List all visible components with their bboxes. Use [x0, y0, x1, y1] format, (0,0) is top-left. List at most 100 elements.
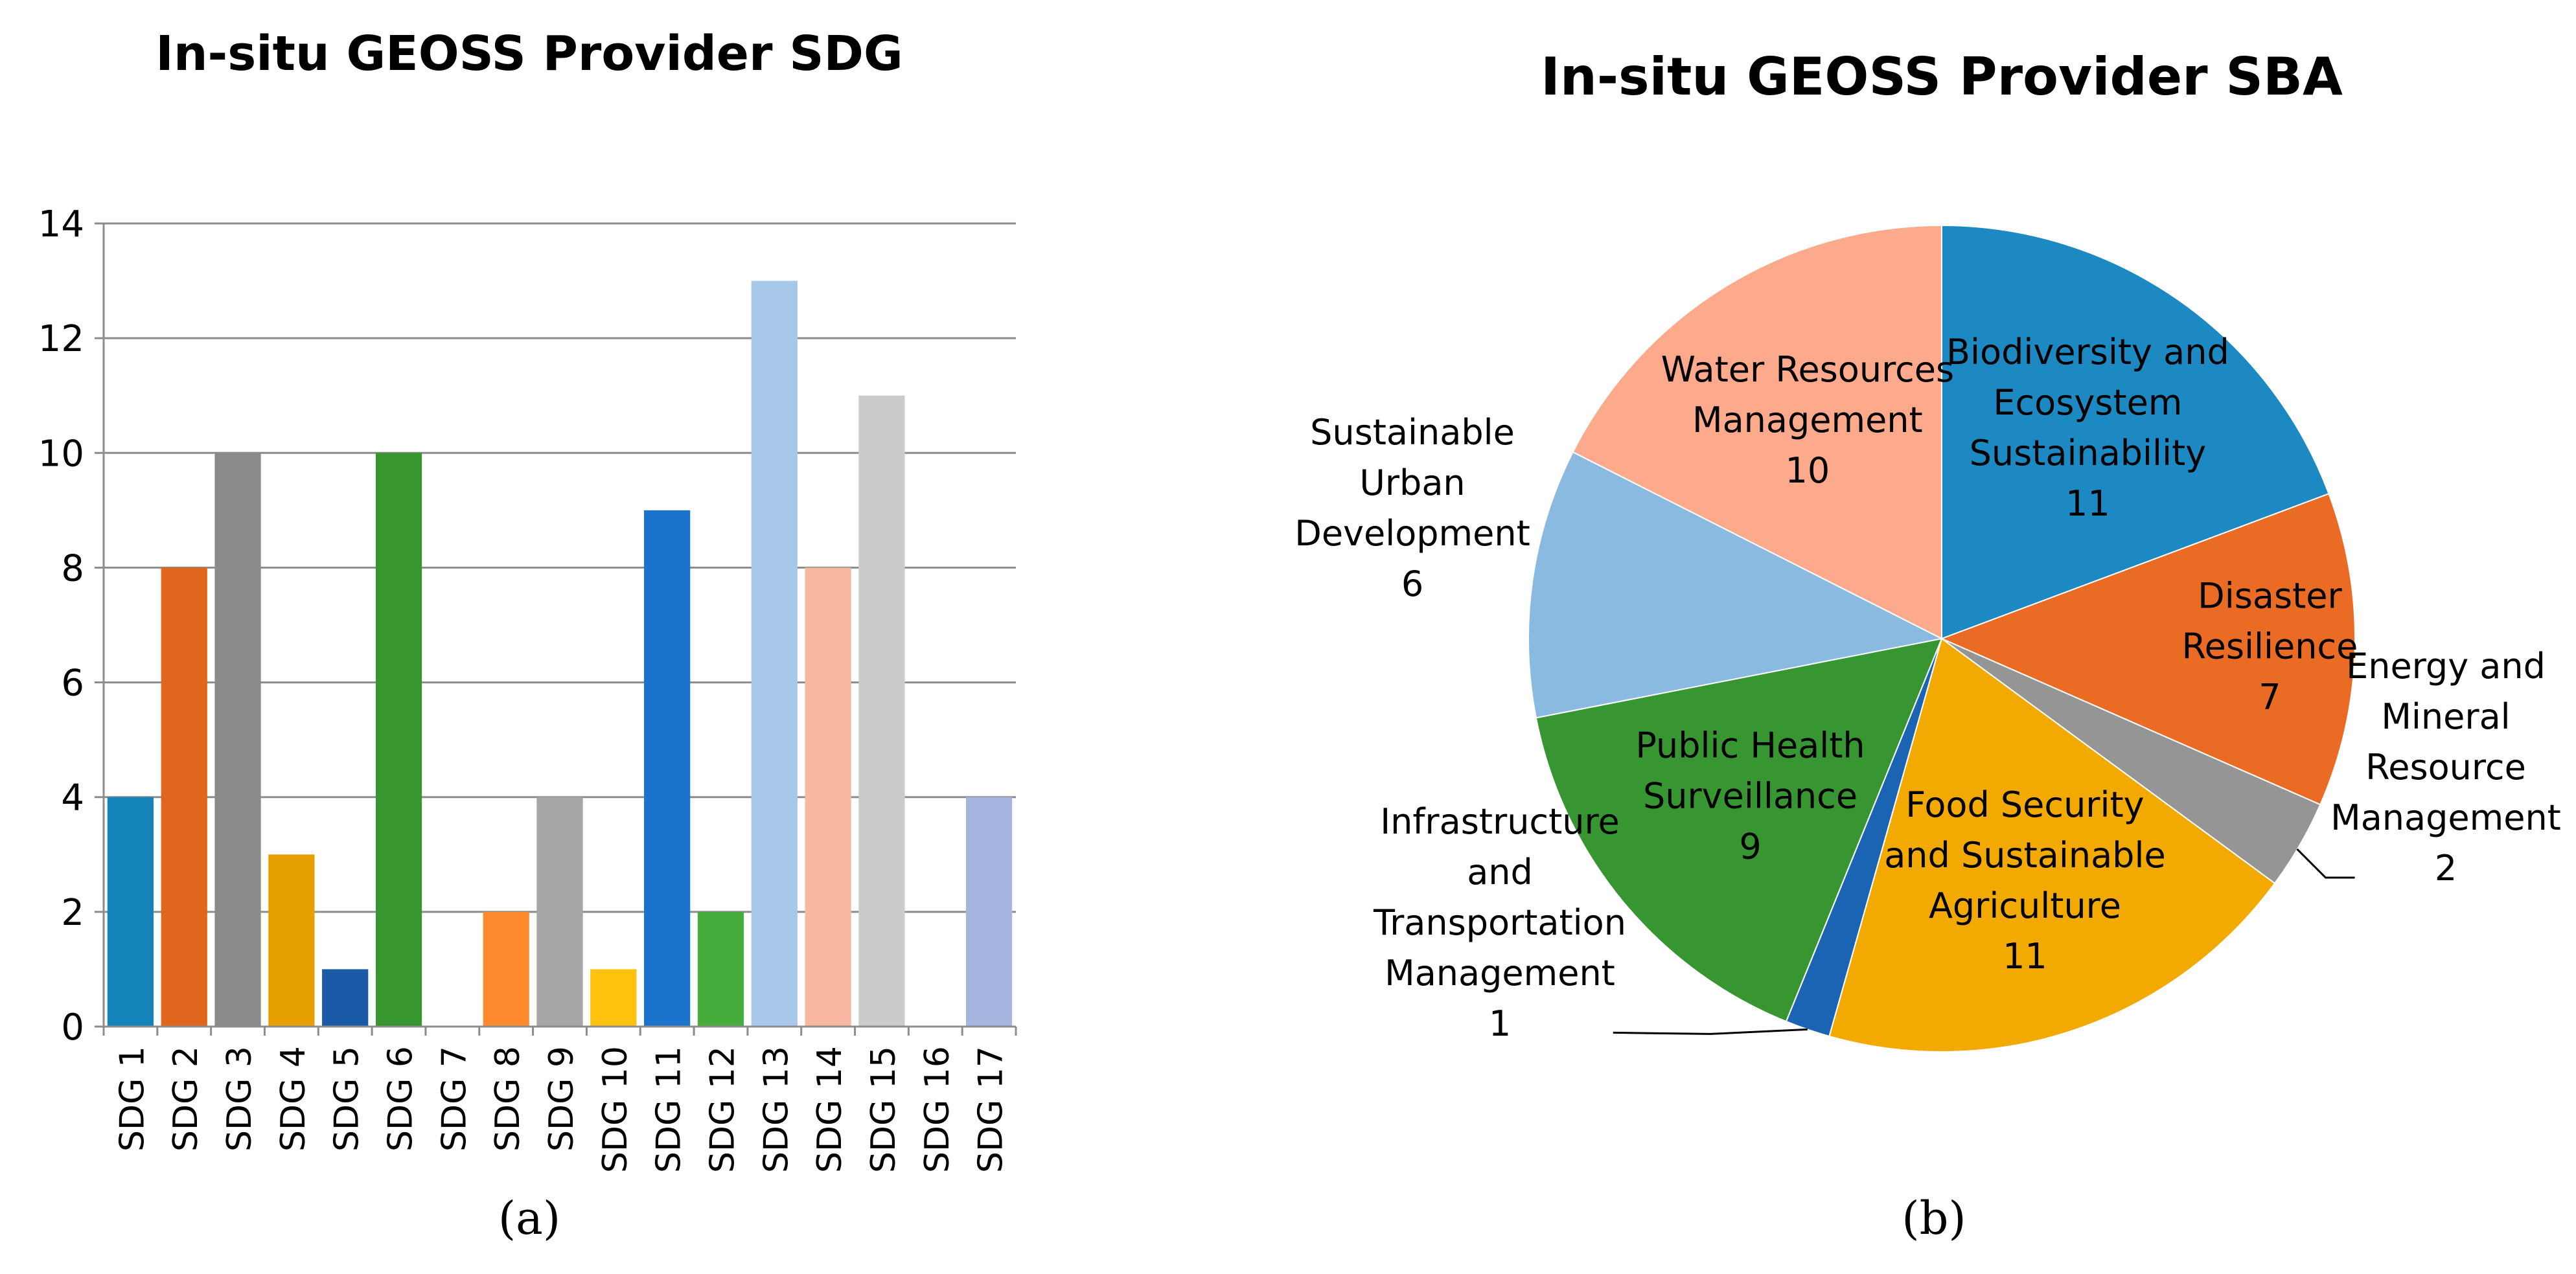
x-axis-tick-label: SDG 15 [864, 1046, 903, 1173]
pie-data-label-disaster-resilience: Disaster Resilience 7 [2182, 575, 2358, 717]
bar-sdg-17 [965, 797, 1013, 1027]
pie-slice-disaster-resilience [1940, 493, 2356, 806]
bar-sdg-15 [858, 395, 905, 1027]
x-axis-tick-label: SDG 10 [596, 1046, 635, 1173]
bar-sdg-13 [751, 280, 798, 1027]
pie-label-text: Agriculture [1929, 885, 2121, 926]
pie-label-text: Food Security [1905, 784, 2144, 825]
y-axis-tick-label: 14 [38, 203, 84, 245]
x-axis-tick-label: SDG 5 [328, 1046, 367, 1152]
x-axis-tick-label: SDG 17 [972, 1046, 1011, 1173]
pie-label-text: Water Resources [1661, 349, 1955, 390]
x-axis-tick-label: SDG 8 [489, 1046, 527, 1152]
bar-sdg-3 [214, 453, 261, 1027]
x-axis-tick-label: SDG 6 [382, 1046, 420, 1152]
pie-chart-leader-lines [1613, 848, 2355, 1035]
bar-sdg-1 [107, 797, 154, 1027]
pie-label-text: Resource [2365, 747, 2526, 788]
y-axis-tick-label: 2 [61, 892, 84, 934]
y-axis-tick-label: 10 [38, 433, 84, 475]
bar-sdg-14 [805, 567, 851, 1027]
pie-chart-panel-label: (b) [1902, 1192, 1966, 1245]
x-axis-tick-label: SDG 7 [435, 1046, 474, 1152]
pie-label-value: 2 [2435, 848, 2457, 889]
pie-slice-biodiversity-and-ecosystem-sustainability [1941, 224, 2330, 640]
pie-label-text: Development [1294, 513, 1530, 554]
pie-label-value: 10 [1785, 450, 1830, 491]
pie-leader-line-infrastructure-and-transportation-management [1613, 1028, 1808, 1035]
y-axis-tick-label: 0 [61, 1007, 84, 1049]
bar-sdg-10 [590, 969, 637, 1027]
x-axis-tick-label: SDG 1 [113, 1046, 152, 1152]
y-axis-tick-label: 8 [61, 547, 84, 589]
pie-label-text: Energy and [2346, 646, 2546, 687]
bar-sdg-5 [322, 969, 369, 1027]
bar-sdg-11 [644, 510, 691, 1027]
bar-sdg-4 [268, 854, 315, 1027]
pie-chart-title: In-situ GEOSS Provider SBA [1541, 47, 2343, 107]
pie-label-text: Sustainable [1310, 412, 1515, 453]
bar-chart-panel: In-situ GEOSS Provider SDG 0 2 4 6 8 10 12 14 S… [38, 26, 1017, 1245]
pie-data-label-infrastructure-and-transportation-management: Infrastructure and Transportation Managemen… [1373, 801, 1626, 1044]
pie-data-label-energy-and-mineral-resource-management: Energy and Mineral Resource Management 2 [2330, 646, 2561, 889]
pie-chart-data-labels: Biodiversity and Ecosystem Sustainability 1… [1294, 332, 2561, 1044]
x-axis-tick-label: SDG 4 [274, 1046, 313, 1152]
pie-label-text: Public Health [1635, 725, 1865, 766]
bar-sdg-9 [536, 797, 583, 1027]
pie-data-label-public-health-surveillance: Public Health Surveillance 9 [1635, 725, 1865, 867]
pie-label-text: Resilience [2182, 626, 2358, 666]
pie-label-value: 7 [2259, 676, 2281, 717]
pie-data-label-sustainable-urban-development: Sustainable Urban Development 6 [1294, 412, 1530, 604]
pie-leader-line-energy-and-mineral-resource-management [2296, 848, 2355, 879]
pie-label-value: 11 [2065, 483, 2110, 524]
y-axis-tick-label: 12 [38, 318, 84, 360]
pie-data-label-biodiversity-and-ecosystem-sustainability: Biodiversity and Ecosystem Sustainability 1… [1946, 332, 2229, 524]
pie-label-text: Management [1692, 400, 1923, 440]
pie-label-text: Urban [1359, 462, 1465, 503]
bar-chart-title: In-situ GEOSS Provider SDG [155, 26, 903, 82]
bar-chart-y-axis: 0 2 4 6 8 10 12 14 [38, 203, 105, 1049]
bar-sdg-12 [697, 911, 744, 1027]
pie-slice-water-resources-management [1572, 224, 1942, 640]
bar-sdg-6 [375, 453, 422, 1027]
x-axis-tick-label: SDG 16 [918, 1046, 957, 1173]
pie-label-value: 11 [2003, 936, 2047, 977]
bar-chart-bars [107, 280, 1013, 1027]
pie-label-text: Surveillance [1643, 775, 1857, 816]
pie-slice-sustainable-urban-development [1528, 451, 1944, 719]
bar-chart-x-tick-labels: SDG 1 SDG 2 SDG 3 SDG 4 SDG 5 SDG 6 SDG 7 SDG 8… [113, 1046, 1010, 1173]
x-axis-tick-label: SDG 14 [811, 1046, 849, 1173]
pie-label-text: Management [2330, 797, 2561, 838]
pie-label-text: Infrastructure [1380, 801, 1620, 842]
x-axis-tick-label: SDG 2 [167, 1046, 205, 1152]
pie-label-text: and Sustainable [1884, 835, 2165, 876]
bar-sdg-2 [161, 567, 207, 1027]
pie-label-text: Biodiversity and [1946, 332, 2229, 372]
pie-data-label-food-security-and-sustainable-agriculture: Food Security and Sustainable Agriculture 1… [1884, 784, 2165, 977]
bar-sdg-8 [483, 911, 529, 1027]
pie-label-text: Management [1385, 953, 1615, 994]
pie-label-value: 1 [1489, 1003, 1511, 1044]
pie-label-text: Sustainability [1970, 433, 2207, 473]
pie-label-text: Transportation [1373, 902, 1626, 943]
pie-label-text: Disaster [2198, 575, 2342, 616]
pie-data-label-water-resources-management: Water Resources Management 10 [1661, 349, 1955, 491]
x-axis-tick-label: SDG 13 [757, 1046, 796, 1173]
pie-label-text: Mineral [2381, 696, 2510, 737]
x-axis-tick-label: SDG 12 [703, 1046, 742, 1173]
x-axis-tick-label: SDG 9 [542, 1046, 581, 1152]
pie-label-value: 6 [1401, 563, 1423, 604]
bar-chart-panel-label: (a) [498, 1192, 560, 1245]
y-axis-tick-label: 6 [61, 663, 84, 705]
x-axis-tick-label: SDG 3 [220, 1046, 259, 1152]
pie-slice-food-security-and-sustainable-agriculture [1828, 637, 2276, 1052]
y-axis-tick-label: 4 [61, 777, 84, 819]
pie-label-value: 9 [1739, 826, 1761, 867]
x-axis-tick-label: SDG 11 [650, 1046, 689, 1173]
pie-slice-public-health-surveillance [1535, 637, 1943, 1023]
bar-chart-x-axis [102, 1025, 1017, 1036]
pie-label-text: and [1467, 852, 1533, 893]
pie-chart-panel: In-situ GEOSS Provider SBA Biodiversity … [1294, 47, 2561, 1245]
